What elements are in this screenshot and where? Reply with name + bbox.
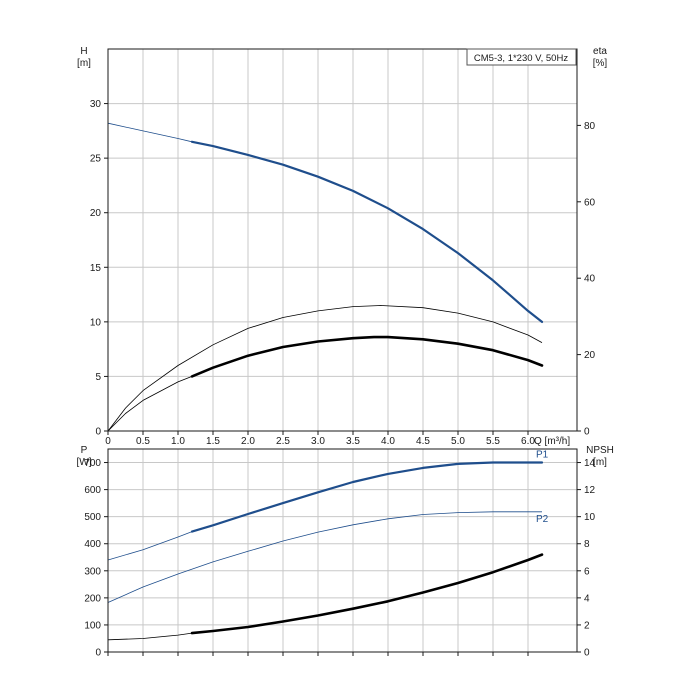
y-right-tick-label: 4 (584, 593, 590, 604)
y-right-tick-label: 12 (584, 485, 596, 496)
series-label-P1: P1 (536, 450, 549, 461)
title-box-frame (466, 48, 577, 66)
y-right-axis-title: NPSH (586, 445, 614, 456)
y-left-tick-label: 300 (84, 566, 101, 577)
plot-frame (107, 48, 578, 432)
series-line-1-0 (107, 462, 542, 561)
y-left-axis-title: P (81, 445, 88, 456)
x-tick-label: 5.5 (486, 436, 500, 447)
series-line-bold-0-0 (190, 140, 544, 323)
x-tick-label: 0 (105, 436, 111, 447)
series-line-0-1 (107, 336, 543, 432)
y-right-tick-label: 6 (584, 566, 590, 577)
y-left-tick-label: 5 (95, 372, 101, 383)
y-left-tick-label: 15 (90, 263, 102, 274)
y-left-axis-unit: [W] (77, 457, 92, 468)
y-left-tick-label: 0 (95, 427, 101, 438)
x-tick-label: 2.0 (241, 436, 255, 447)
y-left-tick-label: 500 (84, 512, 101, 523)
curves-layer (107, 122, 544, 641)
grid-layer (107, 49, 577, 653)
x-tick-label: 2.5 (276, 436, 290, 447)
x-tick-label: 3.5 (346, 436, 360, 447)
series-line-bold-1-0 (190, 461, 544, 533)
y-left-axis-title: H (80, 46, 87, 57)
y-left-tick-label: 30 (90, 99, 102, 110)
x-axis-label: Q [m³/h] (534, 436, 570, 447)
y-right-tick-label: 2 (584, 620, 590, 631)
y-left-tick-label: 20 (90, 208, 102, 219)
x-tick-label: 4.0 (381, 436, 395, 447)
y-right-tick-label: 14 (584, 458, 596, 469)
series-line-bold-1-2 (190, 553, 544, 635)
y-right-axis-unit: [%] (593, 58, 608, 69)
x-tick-label: 4.5 (416, 436, 430, 447)
x-tick-label: 6.0 (521, 436, 535, 447)
y-right-tick-label: 40 (584, 274, 596, 285)
x-tick-label: 1.0 (171, 436, 185, 447)
y-right-tick-label: 0 (584, 427, 590, 438)
y-left-tick-label: 200 (84, 593, 101, 604)
y-right-tick-label: 0 (584, 648, 590, 659)
y-right-axis-title: eta (593, 46, 607, 57)
y-left-tick-label: 400 (84, 539, 101, 550)
x-tick-label: 5.0 (451, 436, 465, 447)
y-right-tick-label: 10 (584, 512, 596, 523)
y-left-axis-unit: [m] (77, 58, 91, 69)
chart-title: CM5-3, 1*230 V, 50Hz (474, 53, 568, 64)
y-right-tick-label: 80 (584, 121, 596, 132)
x-tick-label: 3.0 (311, 436, 325, 447)
y-left-tick-label: 100 (84, 620, 101, 631)
series-line-0-2 (107, 305, 543, 432)
y-left-tick-label: 10 (90, 317, 102, 328)
y-left-tick-label: 25 (90, 154, 102, 165)
series-line-bold-0-1 (190, 335, 544, 378)
y-right-axis-unit: [m] (593, 457, 607, 468)
y-right-tick-label: 8 (584, 539, 590, 550)
series-label-P2: P2 (536, 514, 549, 525)
frame-layer (104, 48, 581, 656)
title-box: CM5-3, 1*230 V, 50Hz (466, 48, 577, 66)
series-line-1-2 (107, 554, 543, 641)
y-right-tick-label: 20 (584, 350, 596, 361)
y-left-tick-label: 600 (84, 485, 101, 496)
y-left-tick-label: 0 (95, 648, 101, 659)
x-tick-label: 1.5 (206, 436, 220, 447)
y-right-tick-label: 60 (584, 197, 596, 208)
series-line-1-1 (107, 511, 542, 603)
y-left-tick-label: 700 (84, 458, 101, 469)
x-tick-label: 0.5 (136, 436, 150, 447)
series-line-0-0 (107, 122, 543, 323)
plot-frame (107, 448, 578, 653)
